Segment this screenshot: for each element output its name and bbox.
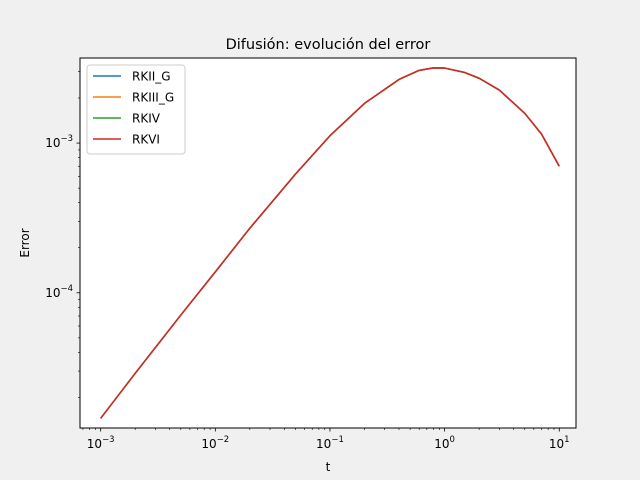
- y-axis-label: Error: [18, 228, 32, 257]
- legend-label: RKIV: [132, 112, 161, 126]
- y-tick-label: 10−3: [45, 134, 73, 150]
- x-tick-label: 10−3: [87, 435, 115, 451]
- legend-label: RKVI: [132, 133, 160, 147]
- legend-label: RKII_G: [132, 70, 171, 84]
- plot-frame: [79, 57, 577, 429]
- x-tick-label: 100: [434, 435, 455, 451]
- y-tick-label: 10−4: [45, 284, 73, 300]
- series-layer: [100, 67, 560, 419]
- x-axis-label: t: [326, 460, 331, 474]
- x-tick-label: 10−2: [201, 435, 229, 451]
- legend-label: RKIII_G: [132, 91, 174, 105]
- x-axis-ticks: 10−3 10−2 10−1 100 101: [82, 428, 570, 451]
- chart-title: Difusión: evolución del error: [226, 37, 431, 53]
- series-line-rkvi: [100, 67, 560, 419]
- legend-box: [86, 64, 186, 155]
- x-tick-label: 101: [549, 435, 570, 451]
- x-tick-label: 10−1: [316, 435, 344, 451]
- legend: RKII_G RKIII_G RKIV RKVI: [86, 64, 186, 155]
- y-axis-ticks: 10−4 10−3: [45, 71, 80, 398]
